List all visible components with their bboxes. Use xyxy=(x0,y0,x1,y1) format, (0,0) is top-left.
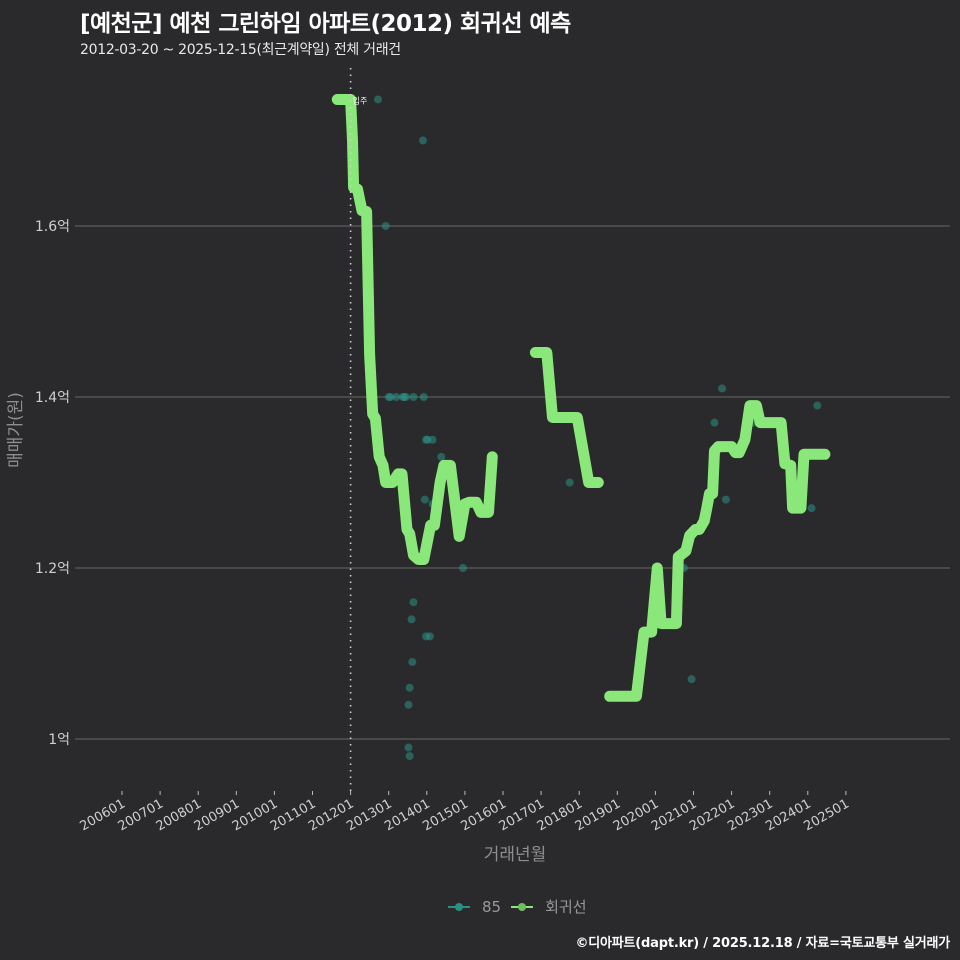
y-tick-label: 1.4억 xyxy=(35,390,70,406)
x-axis-title: 거래년월 xyxy=(484,845,547,865)
y-tick-label: 1.6억 xyxy=(35,219,70,235)
y-tick-label: 1.2억 xyxy=(35,561,70,577)
legend-item-85[interactable]: 85 xyxy=(448,898,501,916)
y-tick-label: 1억 xyxy=(48,732,70,748)
chart-subtitle: 2012-03-20 ~ 2025-12-15(최근계약일) 전체 거래건 xyxy=(80,42,401,58)
legend-item-regression[interactable]: 회귀선 xyxy=(511,896,587,917)
scatter-85 xyxy=(374,95,822,761)
annotation-label: 입주 xyxy=(353,96,368,105)
legend-key-regression-icon xyxy=(511,899,534,915)
regression-line xyxy=(331,94,831,702)
grid-lines xyxy=(75,225,950,740)
legend-key-85-icon xyxy=(448,899,470,915)
y-axis-title: 매매가(원) xyxy=(6,392,26,468)
move-in-annotation: 입주 xyxy=(349,68,368,792)
source-footer: ©디아파트(dapt.kr) / 2025.12.18 / 자료=국토교통부 실… xyxy=(575,936,950,951)
legend-label-85: 85 xyxy=(482,897,502,916)
y-axis-ticks: 1억 1.2억 1.4억 1.6억 xyxy=(35,219,70,748)
legend-label-regression: 회귀선 xyxy=(545,898,587,916)
chart-title: [예천군] 예천 그린하임 아파트(2012) 회귀선 예측 xyxy=(80,11,571,37)
x-axis-ticks: 2006012007012008012009012010012011012012… xyxy=(78,791,852,834)
legend: 85 회귀선 xyxy=(448,896,587,917)
